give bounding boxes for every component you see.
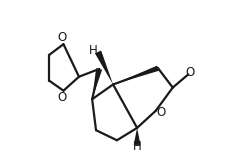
Text: H: H — [133, 140, 142, 153]
Text: O: O — [57, 31, 67, 44]
Polygon shape — [113, 66, 159, 84]
Polygon shape — [134, 128, 141, 145]
Text: H: H — [89, 44, 98, 57]
Text: O: O — [156, 106, 166, 119]
Polygon shape — [95, 51, 113, 84]
Text: O: O — [186, 66, 195, 79]
Polygon shape — [92, 68, 102, 99]
Text: O: O — [57, 91, 67, 104]
